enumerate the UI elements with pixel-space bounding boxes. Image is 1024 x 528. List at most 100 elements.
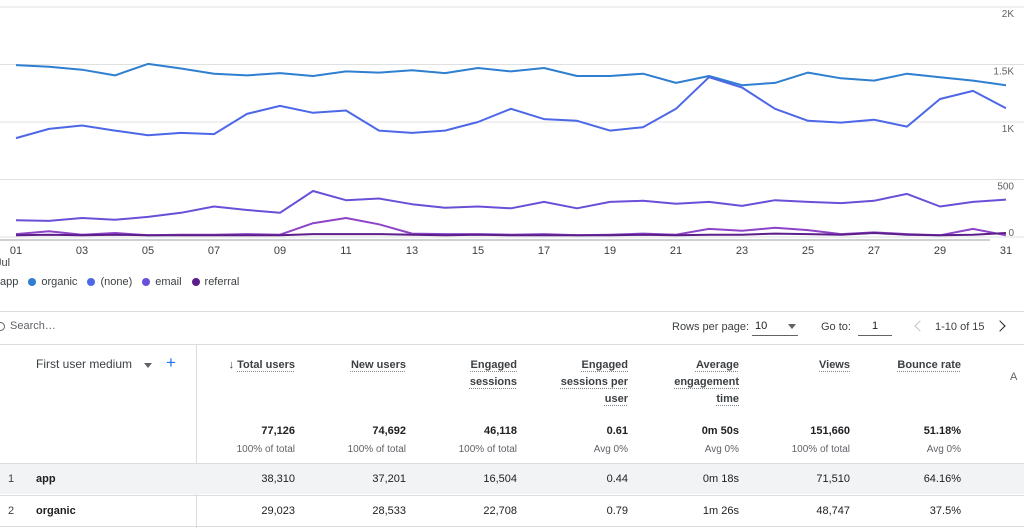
total-value: 0m 50s: [701, 425, 739, 437]
total-value: 46,118: [483, 425, 517, 437]
total-value: 0.61: [606, 425, 628, 437]
series-line-organic: [15, 76, 1007, 140]
legend-dot-icon: [28, 278, 37, 286]
table-toolbar: Rows per page: 10 Go to: 1-10 of 15: [0, 312, 1024, 344]
total-subtext: Avg 0%: [593, 444, 628, 455]
chevron-down-icon[interactable]: [144, 363, 152, 368]
series-line-app: [15, 62, 1007, 87]
row-value: 64.16%: [923, 473, 961, 485]
table-row[interactable]: 2 organic 29,023 28,533 22,708 0.79 1m 26s 48,7…: [0, 495, 1024, 526]
x-axis-ticks: 01 03 05 07 09 11 13 15 17 19 21 23 25 27 29 31 Jul: [0, 245, 1012, 269]
legend-item: (none): [87, 276, 132, 288]
metric-header[interactable]: New users: [298, 357, 406, 374]
total-value: 74,692: [372, 425, 406, 437]
metric-header-label: engagement: [674, 376, 739, 388]
y-tick-label: 1K: [1002, 124, 1015, 135]
rows-per-page-label: Rows per page:: [672, 321, 750, 333]
metric-header-label: Average: [695, 359, 739, 371]
metric-header[interactable]: Views: [742, 357, 850, 374]
search-input[interactable]: [10, 320, 210, 332]
row-value: 48,747: [816, 505, 850, 517]
divider: [0, 526, 1024, 527]
row-dimension: app: [36, 473, 56, 485]
legend-label: app: [0, 276, 19, 288]
table-header: First user medium + ↓ Total users 77,126 10…: [0, 345, 1024, 463]
chevron-down-icon: [788, 324, 796, 329]
x-tick-label: 03: [76, 245, 88, 257]
row-value: 28,533: [372, 505, 406, 517]
metric-header-label: time: [716, 393, 739, 405]
total-value: 77,126: [261, 425, 295, 437]
pagination-range: 1-10 of 15: [935, 321, 985, 333]
divider: [0, 311, 1024, 312]
metric-header-label: Engaged: [470, 359, 517, 371]
y-axis-ticks: 2K 1.5K 1K 500 0: [993, 9, 1014, 239]
chevron-left-icon[interactable]: [914, 320, 926, 332]
row-index: 1: [8, 473, 15, 485]
row-value: 0m 18s: [702, 473, 739, 485]
x-tick-label: 27: [868, 245, 880, 257]
legend-dot-icon: [142, 278, 151, 286]
chart-grid: [0, 6, 1024, 241]
legend-dot-icon: [87, 278, 96, 286]
legend-dot-icon: [191, 278, 200, 286]
row-value: 37.5%: [929, 505, 961, 517]
metric-header[interactable]: Average engagement time: [631, 357, 739, 408]
chevron-right-icon[interactable]: [994, 320, 1006, 332]
x-tick-label: 31: [1000, 245, 1012, 257]
metric-header[interactable]: ↓ Total users: [187, 357, 295, 374]
row-dimension: organic: [36, 505, 76, 517]
metric-header-label: Views: [819, 359, 850, 371]
x-tick-label: 15: [472, 245, 484, 257]
row-value: 1m 26s: [702, 505, 739, 517]
table-row[interactable]: 1 app 38,310 37,201 16,504 0.44 0m 18s 71,510 64…: [0, 463, 1024, 494]
metric-header-label: Bounce rate: [897, 359, 961, 371]
x-tick-label: 01: [10, 245, 22, 257]
metric-header[interactable]: Bounce rate: [853, 357, 961, 374]
metric-header-label: New users: [350, 359, 406, 371]
x-tick-label: 23: [736, 245, 748, 257]
metric-header-label: sessions per: [560, 376, 628, 388]
x-tick-label: 29: [934, 245, 946, 257]
chart-series: [15, 62, 1007, 237]
legend-label: (none): [100, 276, 133, 288]
legend-item: organic: [28, 276, 77, 288]
metric-header[interactable]: Engaged sessions per user: [520, 357, 628, 408]
row-value: 29,023: [261, 505, 295, 517]
x-tick-label: 05: [142, 245, 154, 257]
rows-per-page-select[interactable]: 10: [752, 316, 798, 336]
divider: [0, 344, 1024, 345]
legend-label: referral: [204, 276, 240, 288]
total-subtext: Avg 0%: [926, 444, 961, 455]
metric-header[interactable]: Engaged sessions: [409, 357, 517, 391]
total-value: 51.18%: [923, 425, 961, 437]
metric-header-label: Total users: [237, 359, 295, 371]
total-subtext: Avg 0%: [704, 444, 739, 455]
row-value: 0.79: [606, 505, 628, 517]
series-line-email: [15, 217, 1007, 237]
row-index: 2: [8, 505, 15, 517]
sort-arrow-icon: ↓: [228, 359, 235, 371]
goto-page-input[interactable]: [858, 316, 892, 336]
legend-item: email: [142, 276, 182, 288]
x-tick-label: 17: [538, 245, 550, 257]
y-tick-label: 1.5K: [993, 67, 1014, 78]
add-dimension-icon[interactable]: +: [166, 353, 176, 372]
legend-label: organic: [41, 276, 78, 288]
x-tick-label: 21: [670, 245, 682, 257]
legend-item: app: [0, 276, 18, 288]
total-subtext: 100% of total: [791, 444, 850, 455]
row-value: 38,310: [261, 473, 295, 485]
metric-header-label: user: [604, 393, 628, 405]
chart-legend: app organic (none) email referral: [0, 274, 249, 290]
x-tick-label: 07: [208, 245, 220, 257]
metric-header-label: Engaged: [581, 359, 628, 371]
total-subtext: 100% of total: [458, 444, 517, 455]
x-tick-label: 19: [604, 245, 616, 257]
dimension-header[interactable]: First user medium: [36, 357, 133, 371]
row-value: 16,504: [483, 473, 517, 485]
series-line-referral: [15, 232, 1007, 237]
x-tick-label: 11: [340, 245, 351, 257]
y-tick-label: 2K: [1002, 9, 1015, 20]
x-tick-label: 25: [802, 245, 814, 257]
